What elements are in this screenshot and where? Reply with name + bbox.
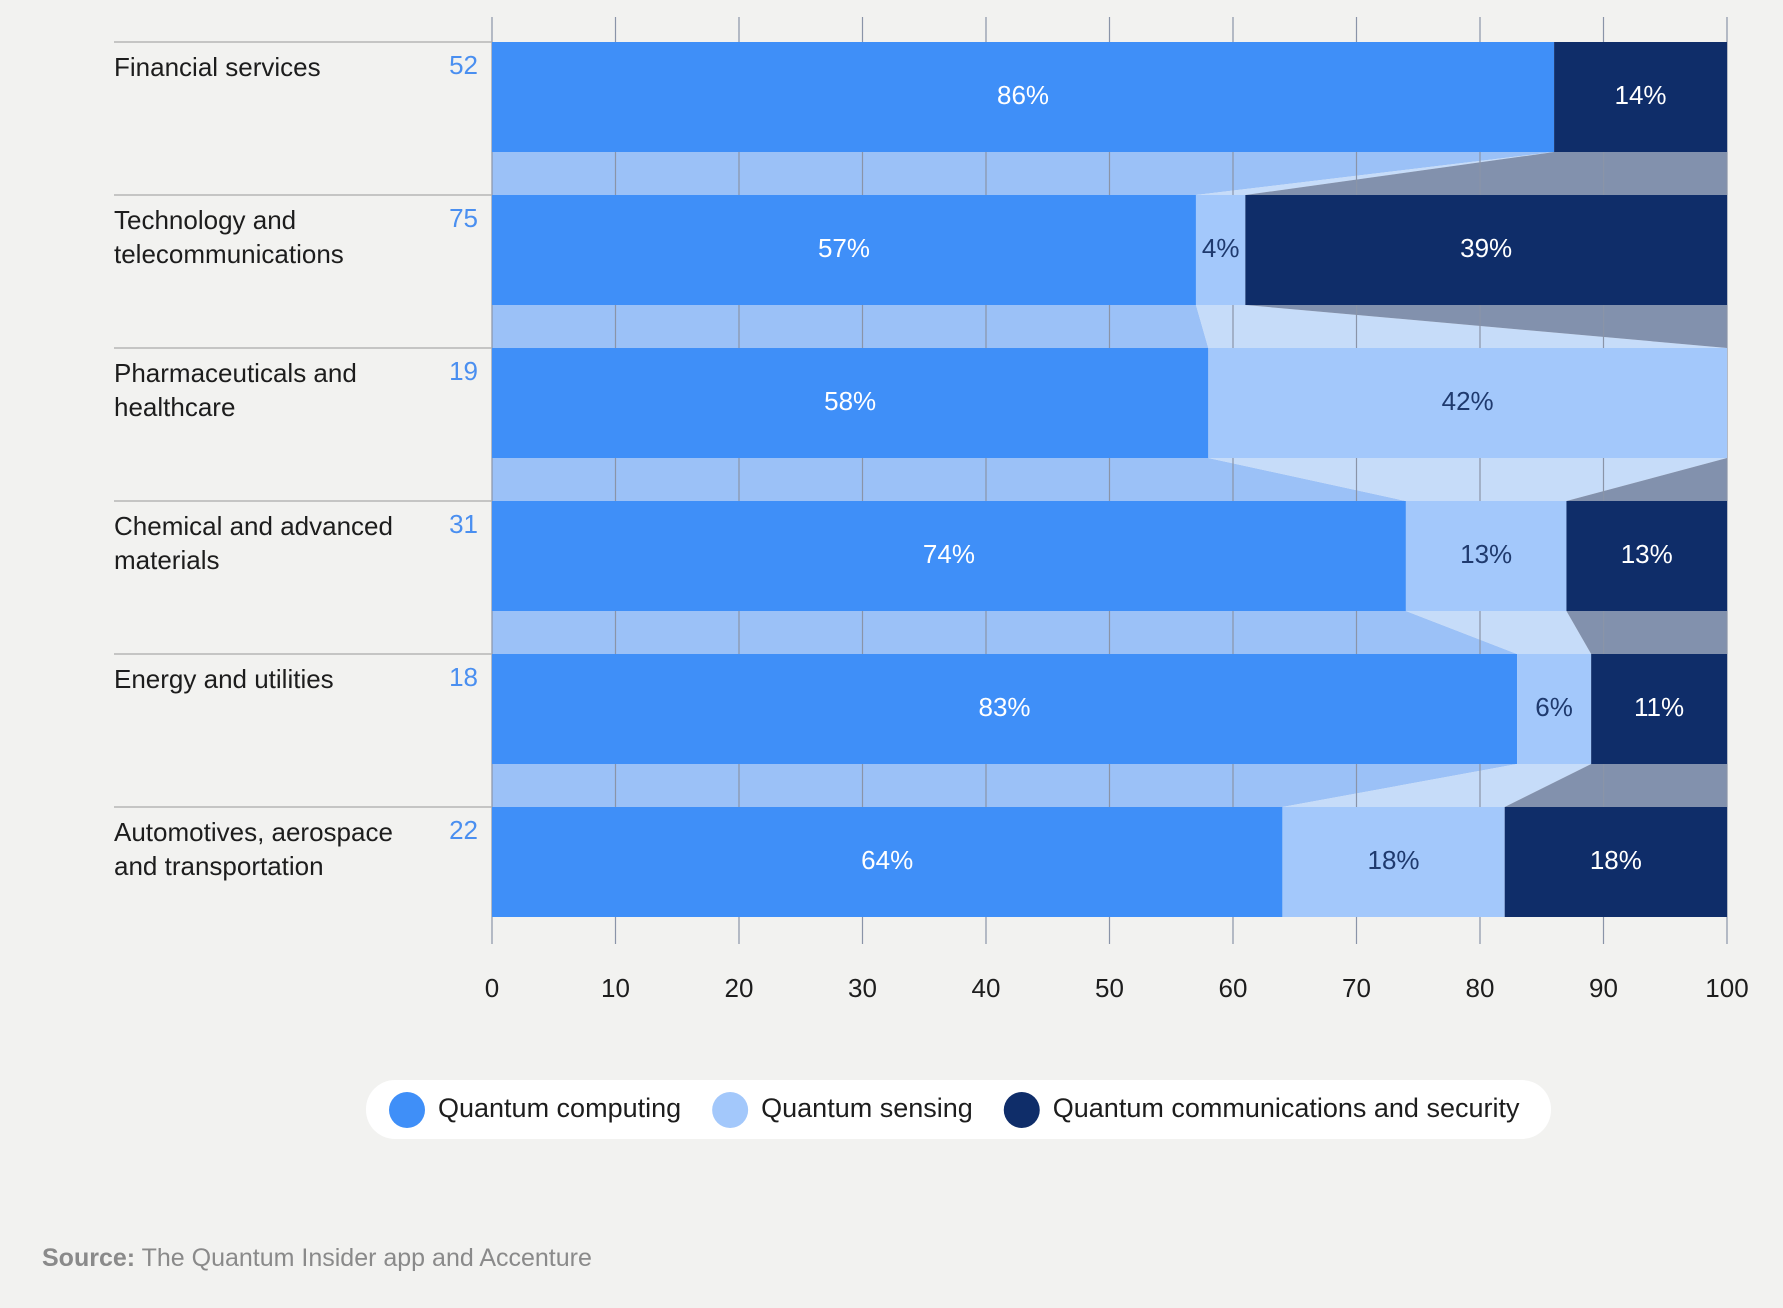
- count-label: 52: [449, 50, 478, 80]
- category-label: Energy and utilities: [114, 664, 334, 694]
- value-label: 86%: [997, 80, 1049, 110]
- bar-segment: [1504, 807, 1727, 917]
- connector: [492, 611, 1518, 654]
- source-label: Source:: [42, 1244, 136, 1272]
- value-label: 18%: [1368, 845, 1420, 875]
- legend-swatch: [1003, 1092, 1040, 1128]
- x-tick-label: 60: [1219, 973, 1248, 1003]
- category-label: Automotives, aerospace and transportatio…: [114, 817, 393, 881]
- x-tick-label: 40: [972, 973, 1001, 1003]
- category-label: Chemical and advanced materials: [114, 511, 393, 575]
- connector: [1195, 152, 1555, 195]
- count-label: 18: [449, 662, 478, 692]
- bar-segment: [1554, 42, 1727, 152]
- bar-segment: [492, 42, 1555, 152]
- x-tick-label: 0: [485, 973, 499, 1003]
- connector: [1208, 458, 1727, 501]
- legend-swatch: [712, 1092, 749, 1128]
- connector: [492, 764, 1518, 807]
- value-label: 83%: [979, 692, 1031, 722]
- value-label: 4%: [1202, 233, 1240, 263]
- x-tick-label: 10: [601, 973, 630, 1003]
- bar-segment: [1591, 654, 1727, 764]
- bar-segment: [1517, 654, 1592, 764]
- legend: Quantum computing Quantum sensing Quantum …: [366, 1080, 1551, 1139]
- value-label: 39%: [1460, 233, 1512, 263]
- value-label: 14%: [1615, 80, 1667, 110]
- value-label: 18%: [1590, 845, 1642, 875]
- value-label: 13%: [1460, 539, 1512, 569]
- value-label: 74%: [923, 539, 975, 569]
- connector: [1245, 152, 1727, 195]
- bar-segment: [1195, 195, 1246, 305]
- connector: [492, 152, 1555, 195]
- category-label: Financial services: [114, 52, 321, 82]
- bar-segment: [1282, 807, 1505, 917]
- count-label: 19: [449, 356, 478, 386]
- value-label: 11%: [1634, 692, 1684, 722]
- legend-label: Quantum sensing: [761, 1093, 973, 1123]
- count-label: 75: [449, 203, 478, 233]
- bar-segment: [1208, 348, 1727, 458]
- bar-segment: [492, 195, 1196, 305]
- x-tick-label: 50: [1095, 973, 1124, 1003]
- value-label: 58%: [824, 386, 876, 416]
- category-label: Pharmaceuticals and healthcare: [114, 358, 357, 422]
- source: Source: The Quantum Insider app and Acce…: [42, 1244, 592, 1273]
- source-text: The Quantum Insider app and Accenture: [141, 1244, 592, 1272]
- connector: [1566, 611, 1727, 654]
- bar-segment: [492, 807, 1283, 917]
- connector: [1282, 764, 1592, 807]
- value-label: 13%: [1621, 539, 1673, 569]
- legend-label: Quantum computing: [438, 1093, 681, 1123]
- bar-segment: [1245, 195, 1727, 305]
- connector: [492, 305, 1209, 348]
- x-tick-label: 70: [1342, 973, 1371, 1003]
- legend-swatch: [389, 1092, 425, 1128]
- bar-segment: [492, 654, 1518, 764]
- legend-label: Quantum communications and security: [1053, 1093, 1520, 1123]
- connector: [1566, 458, 1727, 501]
- count-label: 31: [449, 509, 478, 539]
- bar-segment: [1566, 501, 1727, 611]
- connector: [1245, 305, 1727, 348]
- connector: [1195, 305, 1727, 348]
- value-label: 42%: [1442, 386, 1494, 416]
- bar-segment: [1405, 501, 1567, 611]
- bar-segment: [492, 348, 1209, 458]
- x-tick-label: 100: [1705, 973, 1748, 1003]
- x-tick-label: 80: [1466, 973, 1495, 1003]
- connector: [1405, 611, 1592, 654]
- value-label: 64%: [861, 845, 913, 875]
- bar-segment: [492, 501, 1406, 611]
- value-label: 57%: [818, 233, 870, 263]
- legend-box: [366, 1080, 1551, 1139]
- x-tick-label: 20: [725, 973, 754, 1003]
- x-tick-label: 90: [1589, 973, 1618, 1003]
- connector: [492, 458, 1406, 501]
- value-label: 6%: [1535, 692, 1573, 722]
- count-label: 22: [449, 815, 478, 845]
- x-tick-label: 30: [848, 973, 877, 1003]
- connector: [1504, 764, 1727, 807]
- category-label: Technology and telecommunications: [114, 205, 344, 269]
